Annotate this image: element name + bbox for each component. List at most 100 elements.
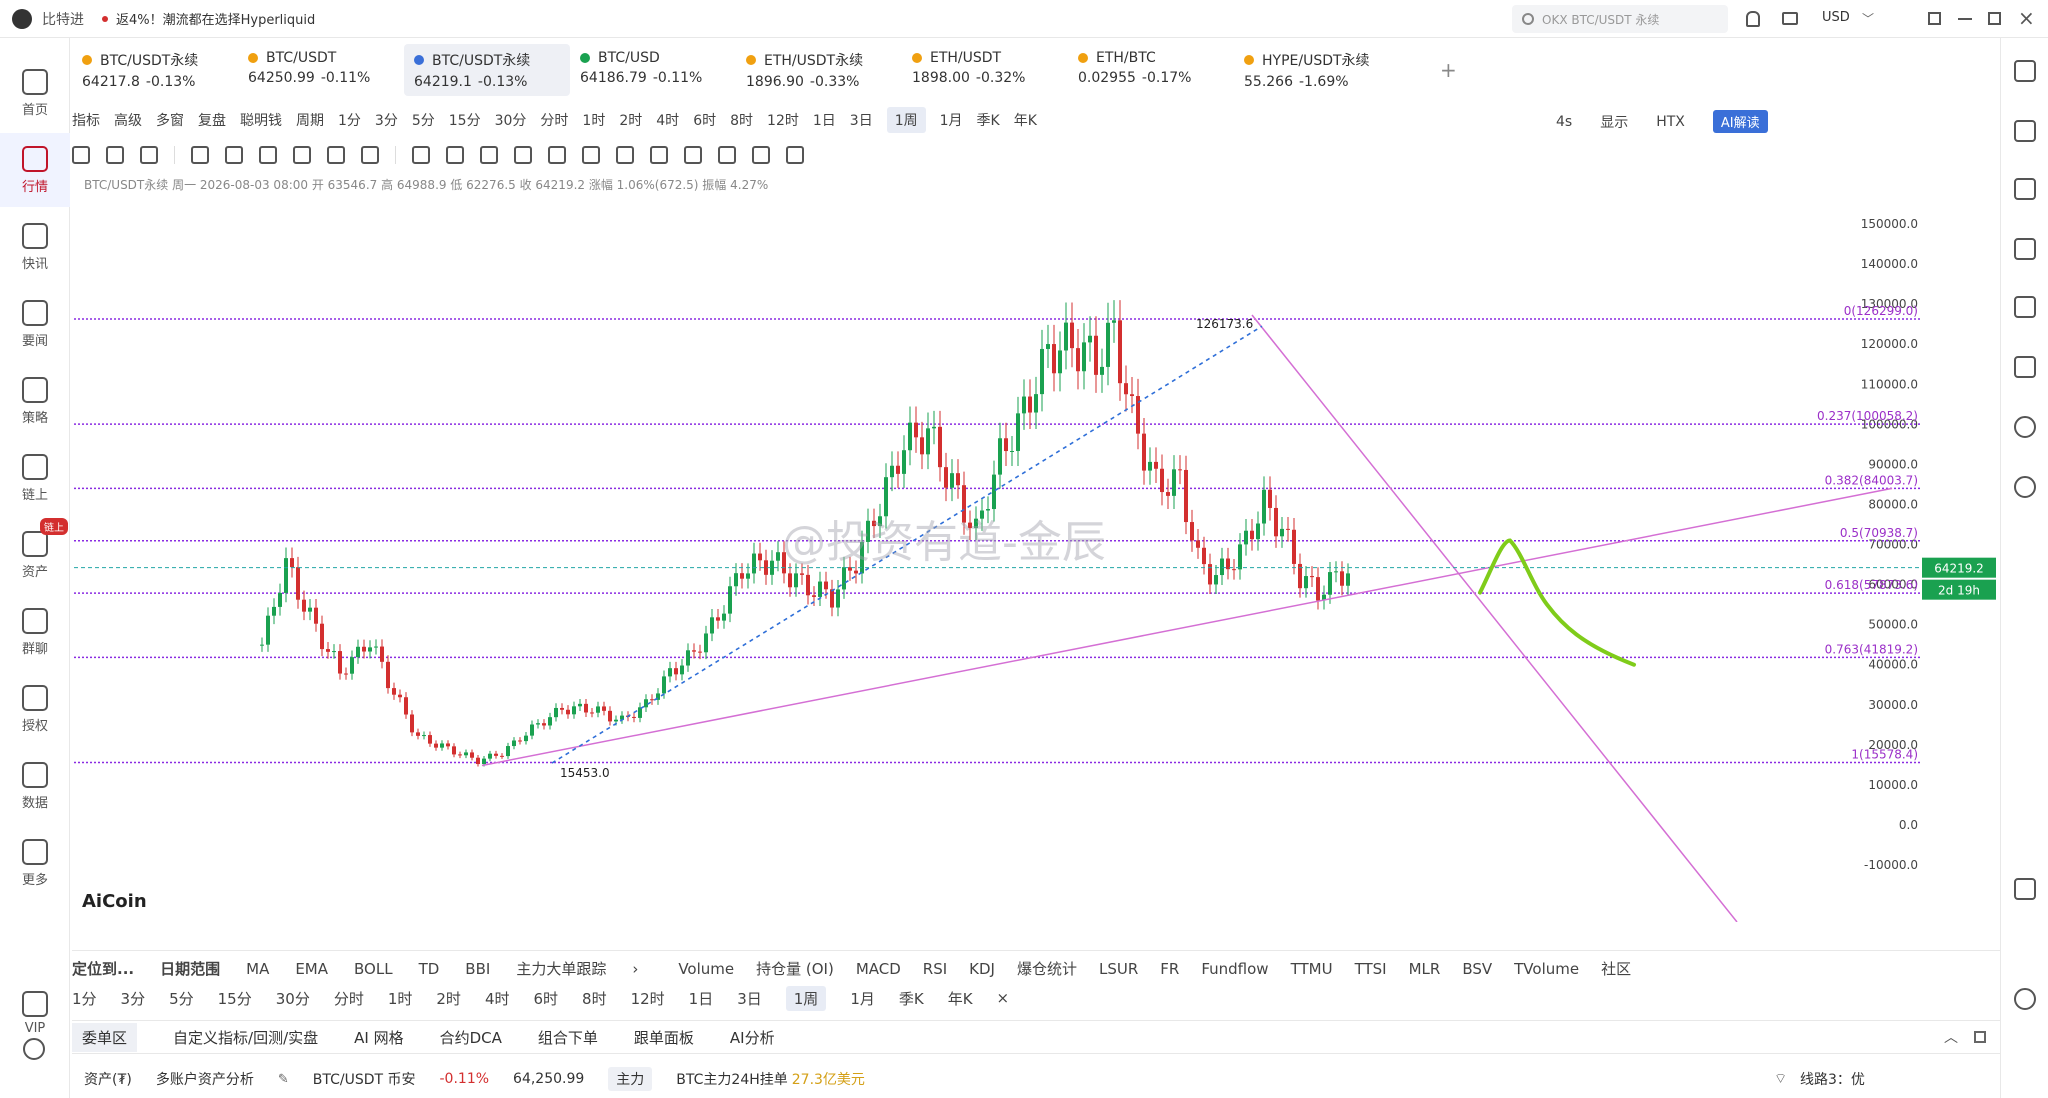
copy-icon[interactable]	[412, 146, 430, 164]
indicator-button[interactable]: BBI	[465, 959, 491, 978]
period-button[interactable]: 30分	[275, 989, 310, 1008]
undo-icon[interactable]	[752, 146, 770, 164]
toolbar-item[interactable]: 多窗	[156, 113, 184, 129]
indicator-button[interactable]: BOLL	[354, 959, 393, 978]
ruler-tool-icon[interactable]	[106, 146, 124, 164]
nav-item[interactable]: 要闻	[0, 287, 70, 361]
period-button[interactable]: 分时	[540, 113, 569, 129]
indicator-button[interactable]: 主力大单跟踪	[516, 960, 607, 978]
toolbar-right-item[interactable]: 4s	[1556, 113, 1573, 130]
bottom-tab[interactable]: 委单区	[72, 1022, 138, 1052]
bottom-tab[interactable]: AI 网格	[354, 1028, 404, 1047]
period-button[interactable]: 1时	[387, 989, 413, 1008]
filter-icon[interactable]	[684, 146, 702, 164]
ticker-tab[interactable]: ETH/BTC 0.02955 -0.17%	[1068, 44, 1234, 96]
sub-indicator-button[interactable]: MACD	[855, 959, 901, 978]
chat-icon[interactable]	[2014, 988, 2036, 1010]
period-button[interactable]: 季K	[898, 989, 924, 1008]
ticker-tab[interactable]: ETH/USDT 1898.00 -0.32%	[902, 44, 1068, 96]
period-button[interactable]: 1日	[688, 989, 714, 1008]
main-icon[interactable]	[191, 146, 209, 164]
period-button[interactable]: 1时	[582, 113, 606, 129]
sub-indicator-button[interactable]: TTMU	[1290, 959, 1333, 978]
period-button[interactable]: 3日	[737, 989, 762, 1008]
search-box[interactable]: OKX BTC/USDT 永续	[1512, 5, 1728, 33]
dots-tool-icon[interactable]	[140, 146, 158, 164]
move-tool-icon[interactable]	[361, 146, 379, 164]
bottom-left-button[interactable]: 定位到...	[72, 960, 135, 978]
redo-icon[interactable]	[786, 146, 804, 164]
ticker-tab[interactable]: BTC/USD 64186.79 -0.11%	[570, 44, 736, 96]
community-link[interactable]: 社区	[1601, 960, 1632, 978]
period-button[interactable]: 6时	[693, 113, 717, 129]
ticker-tab[interactable]: BTC/USDT永续 64217.8 -0.13%	[72, 44, 238, 96]
nav-item[interactable]: 快讯	[0, 210, 70, 284]
period-button[interactable]: 15分	[217, 989, 252, 1008]
period-button[interactable]: 15分	[448, 113, 481, 129]
nav-item[interactable]: 群聊	[0, 595, 70, 669]
period-button[interactable]: 2时	[436, 989, 461, 1008]
period-button[interactable]: 2时	[619, 113, 643, 129]
period-button[interactable]: 5分	[411, 113, 435, 129]
period-button[interactable]: 分时	[333, 989, 364, 1008]
settings-icon[interactable]	[23, 1038, 45, 1060]
line-status[interactable]: 线路3：优	[1800, 1072, 1865, 1088]
restore-icon[interactable]	[1988, 12, 2001, 25]
sub-indicator-button[interactable]: Volume	[678, 959, 735, 978]
bottom-tab[interactable]: 合约DCA	[439, 1028, 502, 1047]
sub-indicator-button[interactable]: KDJ	[969, 959, 995, 978]
trash-icon[interactable]	[718, 146, 736, 164]
period-button[interactable]: 季K	[976, 113, 1000, 129]
popout-icon[interactable]	[1928, 12, 1941, 25]
period-button[interactable]: 年K	[947, 989, 973, 1008]
line-tool-icon[interactable]	[72, 146, 90, 164]
period-button[interactable]: 年K	[1013, 113, 1037, 129]
period-button[interactable]: 8时	[582, 989, 607, 1008]
nav-item[interactable]: 授权	[0, 672, 70, 746]
toolbar-right-item[interactable]: 显示	[1600, 114, 1629, 131]
period-button[interactable]: 3分	[120, 989, 146, 1008]
sub-indicator-button[interactable]: 持仓量 (OI)	[756, 960, 834, 978]
price-chart[interactable]: 150000.0 140000.0 130000.0 120000.0 110000.0…	[72, 182, 2000, 922]
nav-item[interactable]: 链上	[0, 441, 70, 515]
brush-tool-icon[interactable]	[293, 146, 311, 164]
ticker-tab[interactable]: ETH/USDT永续 1896.90 -0.33%	[736, 44, 902, 96]
sub-indicator-button[interactable]: BSV	[1462, 959, 1493, 978]
lock-icon[interactable]	[582, 146, 600, 164]
indicator-button[interactable]: TD	[418, 959, 440, 978]
toolbar-item[interactable]: 周期	[296, 113, 324, 129]
indicator-button[interactable]: EMA	[295, 959, 329, 978]
sub-indicator-button[interactable]: MLR	[1408, 959, 1441, 978]
currency-select[interactable]: USD	[1822, 10, 1850, 25]
period-button[interactable]: 12时	[767, 113, 799, 129]
document-icon[interactable]	[2014, 120, 2036, 142]
expand-icon[interactable]	[1974, 1031, 1986, 1043]
period-button[interactable]: 1日	[812, 113, 836, 129]
sub-indicator-button[interactable]: TTSI	[1354, 959, 1387, 978]
period-button[interactable]: 1月	[939, 113, 963, 129]
period-button[interactable]: 5分	[169, 989, 194, 1008]
promo-banner[interactable]: 返4%！潮流都在选择Hyperliquid	[116, 13, 316, 28]
period-button[interactable]: 1周	[886, 107, 926, 133]
toolbar-right-item[interactable]: HTX	[1656, 113, 1685, 130]
bell-icon[interactable]	[1746, 11, 1760, 27]
fib-tool-icon[interactable]	[327, 146, 345, 164]
period-button[interactable]: 4时	[656, 113, 680, 129]
ticker-tab[interactable]: BTC/USDT永续 64219.1 -0.13%	[404, 44, 570, 96]
nav-item[interactable]: 行情	[0, 133, 70, 207]
ticker-tab[interactable]: BTC/USDT 64250.99 -0.11%	[238, 44, 404, 96]
indicator-button[interactable]: MA	[246, 959, 270, 978]
toolbar-right-item[interactable]: AI解读	[1712, 110, 1768, 133]
minimize-icon[interactable]	[1958, 18, 1972, 20]
bottom-tab[interactable]: 自定义指标/回测/实盘	[173, 1028, 319, 1047]
asset-label[interactable]: 资产(₮)	[84, 1072, 132, 1088]
close-icon[interactable]: ×	[996, 989, 1010, 1007]
mail-icon[interactable]	[1782, 12, 1798, 25]
chevron-right-icon[interactable]: ›	[632, 959, 639, 978]
nav-item[interactable]: VIP	[0, 976, 70, 1050]
bottom-tab[interactable]: AI分析	[729, 1028, 775, 1047]
period-button[interactable]: 12时	[630, 989, 665, 1008]
period-button[interactable]: 3分	[374, 113, 398, 129]
collapse-icon[interactable]: ︿	[1944, 1030, 1958, 1046]
period-button[interactable]: 4时	[484, 989, 510, 1008]
